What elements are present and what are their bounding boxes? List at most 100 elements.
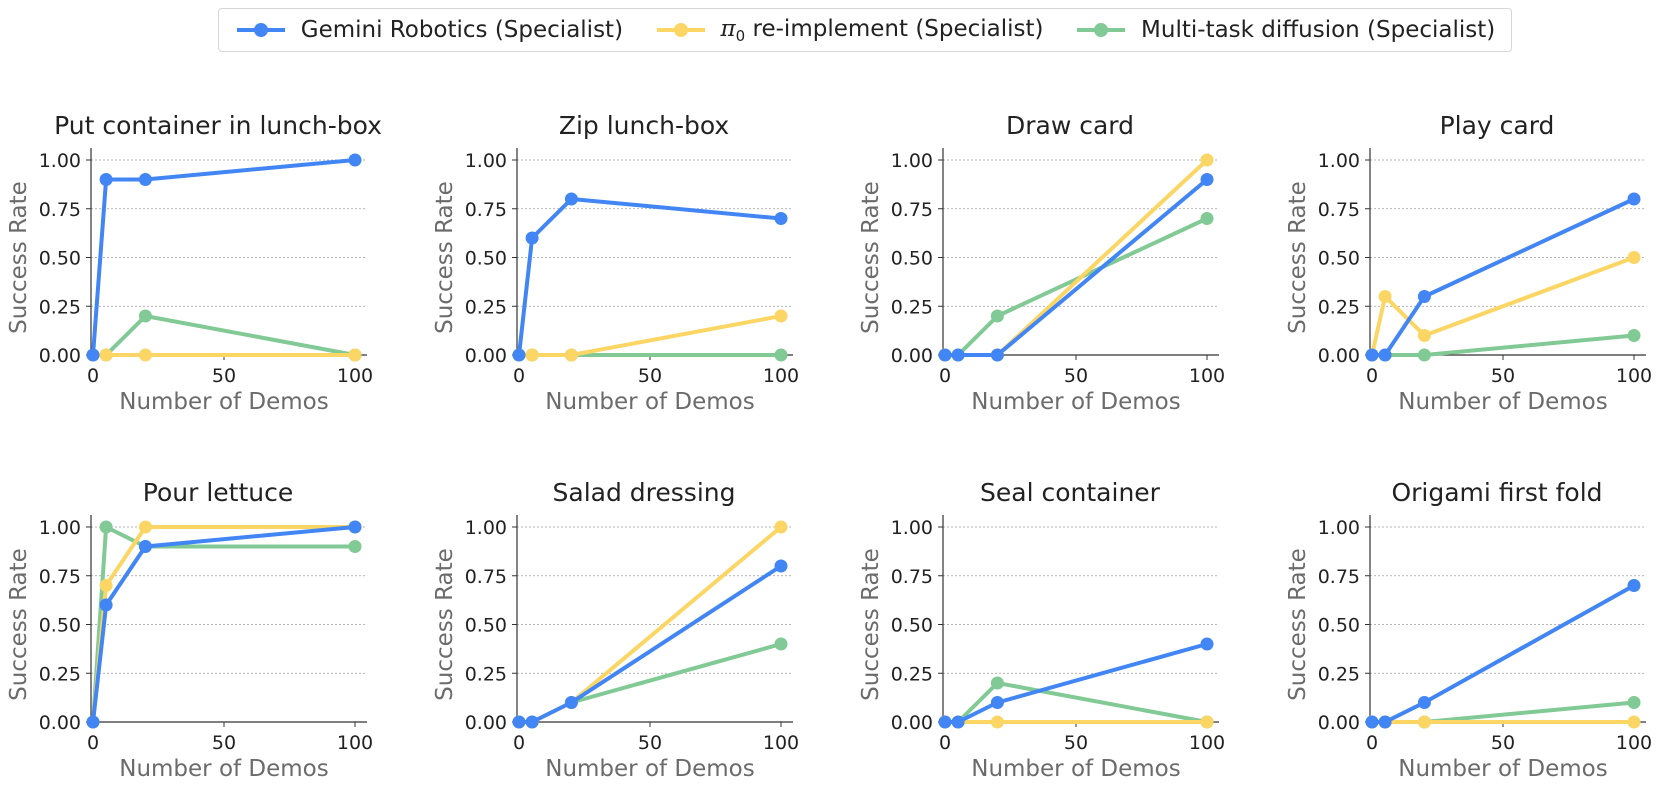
data-point-pi0 <box>990 715 1004 729</box>
x-tick-label: 100 <box>1189 732 1225 754</box>
data-point-pi0 <box>138 520 152 534</box>
x-tick-label: 100 <box>337 365 373 387</box>
data-point-gemini <box>1365 715 1379 729</box>
y-tick-label: 0.25 <box>465 663 507 685</box>
x-axis-label: Number of Demos <box>545 389 755 415</box>
chart-title: Put container in lunch-box <box>54 111 382 140</box>
y-tick-label: 0.50 <box>891 615 933 637</box>
data-point-gemini <box>138 540 152 553</box>
data-point-gemini <box>512 348 526 362</box>
data-point-mtd <box>1627 696 1641 709</box>
chart-panel: Pour lettuce 0.00 0.25 0.50 0.75 1.00 0 50 100 Nu… <box>6 478 373 782</box>
series-line-mtd <box>91 314 357 357</box>
x-tick-label: 50 <box>212 732 236 754</box>
chart-title: Play card <box>1440 111 1555 140</box>
data-point-gemini <box>99 173 113 186</box>
data-point-gemini <box>86 348 100 362</box>
data-point-mtd <box>1627 329 1641 342</box>
y-axis-label: Success Rate <box>1285 181 1311 334</box>
data-point-pi0 <box>99 348 113 362</box>
chart-title: Draw card <box>1006 111 1134 140</box>
y-tick-label: 0.75 <box>465 199 507 221</box>
chart-panel: Play card 0.00 0.25 0.50 0.75 1.00 0 50 100 Numbe… <box>1285 111 1652 415</box>
data-point-gemini <box>951 715 965 729</box>
legend-label-gemini: Gemini Robotics (Specialist) <box>300 17 624 43</box>
y-tick-label: 0.75 <box>891 199 933 221</box>
data-point-gemini <box>86 715 100 729</box>
data-point-gemini <box>951 348 965 362</box>
x-axis-label: Number of Demos <box>1398 389 1608 415</box>
chart-title: Zip lunch-box <box>559 111 729 140</box>
data-point-pi0 <box>564 348 578 362</box>
data-point-pi0 <box>138 348 152 362</box>
pi0-label-text: re-implement (Specialist) <box>745 15 1044 42</box>
data-point-pi0 <box>1417 329 1431 342</box>
data-point-gemini <box>564 696 578 709</box>
y-tick-label: 1.00 <box>465 517 507 539</box>
data-point-gemini <box>774 559 788 573</box>
y-tick-label: 0.25 <box>1318 663 1360 685</box>
y-tick-label: 0.50 <box>1318 248 1360 270</box>
x-tick-label: 50 <box>1491 732 1515 754</box>
x-tick-label: 50 <box>1064 365 1088 387</box>
y-axis-label: Success Rate <box>432 181 458 334</box>
data-point-gemini <box>525 715 539 729</box>
x-axis-label: Number of Demos <box>1398 756 1608 782</box>
data-point-pi0 <box>525 348 539 362</box>
x-tick-label: 100 <box>1616 732 1652 754</box>
series-line-gemini <box>1370 583 1636 724</box>
x-tick-label: 0 <box>1366 365 1378 387</box>
y-tick-label: 0.00 <box>465 345 507 367</box>
series-line-mtd <box>1370 333 1636 357</box>
data-point-gemini <box>138 173 152 186</box>
series-line-gemini <box>943 177 1209 357</box>
data-point-mtd <box>1417 348 1431 362</box>
x-tick-label: 0 <box>1366 732 1378 754</box>
data-point-pi0 <box>1200 715 1214 729</box>
data-point-gemini <box>1627 579 1641 592</box>
y-tick-label: 1.00 <box>1318 517 1360 539</box>
x-tick-label: 100 <box>1189 365 1225 387</box>
series-line-mtd <box>91 525 357 724</box>
data-point-gemini <box>525 231 539 245</box>
data-point-mtd <box>774 637 788 651</box>
y-tick-label: 0.25 <box>39 663 81 685</box>
x-axis-label: Number of Demos <box>119 389 329 415</box>
x-tick-label: 100 <box>763 732 799 754</box>
y-tick-label: 0.75 <box>1318 566 1360 588</box>
chart-panel: Origami first fold 0.00 0.25 0.50 0.75 1.00 0 5… <box>1285 478 1652 782</box>
data-point-gemini <box>1378 715 1392 729</box>
data-point-mtd <box>774 348 788 362</box>
pi-subscript: 0 <box>735 26 746 45</box>
data-point-gemini <box>99 598 113 612</box>
chart-panel: Zip lunch-box 0.00 0.25 0.50 0.75 1.00 0 50 100 N… <box>432 111 799 415</box>
y-tick-label: 0.75 <box>39 199 81 221</box>
data-point-gemini <box>348 520 362 534</box>
data-point-mtd <box>138 309 152 323</box>
x-axis-label: Number of Demos <box>119 756 329 782</box>
data-point-pi0 <box>348 348 362 362</box>
y-tick-label: 0.75 <box>39 566 81 588</box>
y-tick-label: 1.00 <box>39 150 81 172</box>
y-tick-label: 0.00 <box>1318 712 1360 734</box>
series-line-gemini <box>517 197 783 357</box>
y-tick-label: 0.00 <box>891 345 933 367</box>
data-point-gemini <box>1417 290 1431 303</box>
chart-panel: Seal container 0.00 0.25 0.50 0.75 1.00 0 50 100… <box>858 478 1225 782</box>
x-tick-label: 50 <box>1064 732 1088 754</box>
y-tick-label: 1.00 <box>1318 150 1360 172</box>
data-point-gemini <box>1200 173 1214 186</box>
data-point-pi0 <box>1417 715 1431 729</box>
data-point-gemini <box>938 715 952 729</box>
y-tick-label: 0.00 <box>891 712 933 734</box>
x-tick-label: 0 <box>939 365 951 387</box>
series-line-pi0 <box>1370 255 1636 357</box>
y-tick-label: 0.50 <box>39 248 81 270</box>
legend-swatch-mtd <box>1077 23 1126 37</box>
series-line-gemini <box>943 642 1209 724</box>
legend-swatch-pi0 <box>656 23 705 37</box>
x-tick-label: 0 <box>939 732 951 754</box>
series-line-pi0 <box>517 314 783 357</box>
x-tick-label: 0 <box>87 365 99 387</box>
y-axis-label: Success Rate <box>6 548 32 701</box>
